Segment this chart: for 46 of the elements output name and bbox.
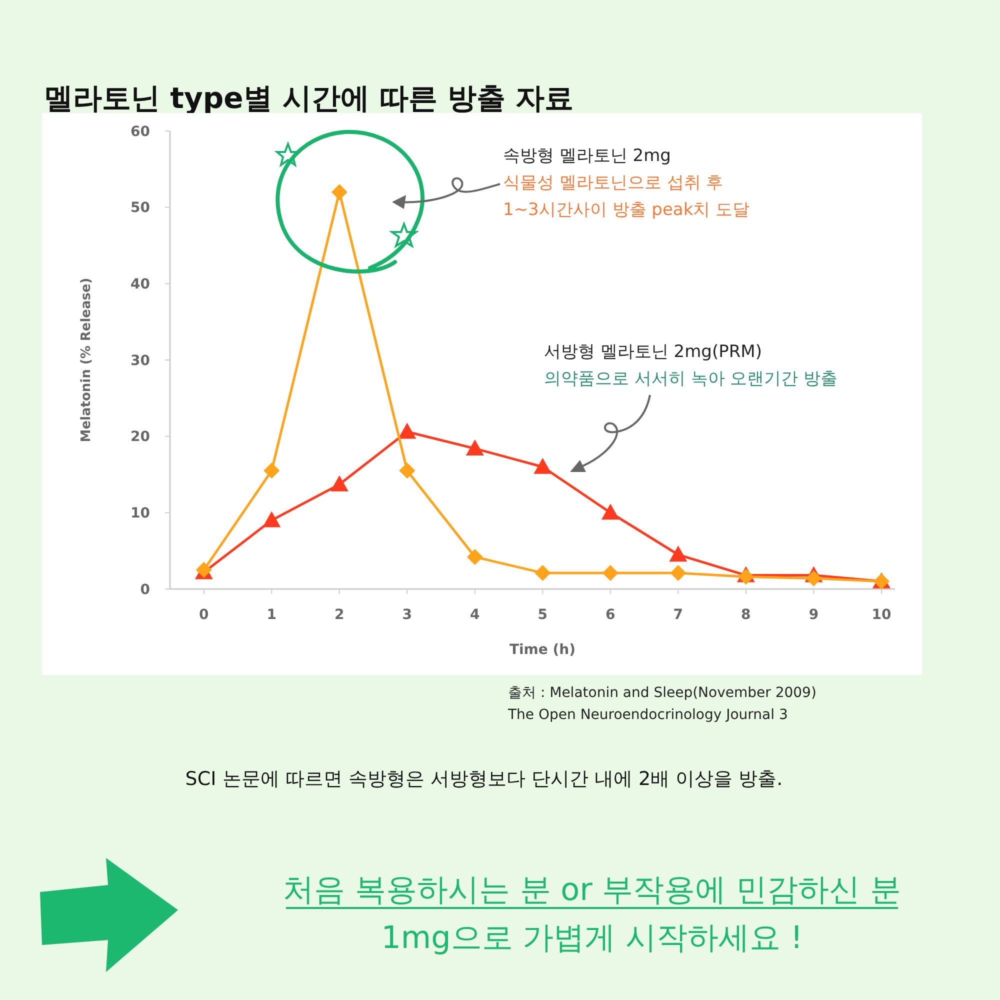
text: The Open Neuroendocrinology Journal 3 [507,707,788,723]
y-tick-label: 0 [140,582,150,598]
text: SCI 논문에 따르면 속방형은 서방형보다 단시간 내에 2배 이상을 방출. [185,768,783,790]
x-tick-label: 3 [402,607,412,623]
point [398,422,416,439]
x-tick-label: 4 [470,607,480,623]
point [264,462,280,479]
x-tick-label: 7 [673,607,684,623]
x-axis-title: Time (h) [509,642,576,658]
x-tick-label: 2 [334,607,344,623]
text: 처음 복용하시는 분 or 부작용에 민감하신 분 [283,872,901,908]
x-tick-label: 8 [741,607,751,623]
annotation: 식물성 멜라토닌으로 섭취 후 [503,173,724,193]
y-tick-label: 60 [130,124,150,140]
y-tick-label: 30 [130,352,150,369]
chart-title: 멜라토닌 type별 시간에 따른 방출 자료 [44,81,574,115]
point [399,462,416,479]
point [331,184,348,200]
point [601,504,620,520]
x-tick-label: 1 [266,607,277,623]
point [466,440,484,456]
point [669,546,688,562]
point [330,475,348,492]
x-tick-label: 9 [808,607,819,623]
point [534,458,552,474]
annotation: 서방형 멜라토닌 2mg(PRM) [544,342,762,362]
annotation: 1~3시간사이 방출 peak치 도달 [503,200,750,220]
x-tick-label: 6 [606,607,616,623]
point [466,548,483,565]
x-tick-label: 0 [199,607,210,623]
x-tick-label: 5 [538,607,548,623]
point [806,570,822,586]
point [602,564,618,581]
source-note: 출처 : Melatonin and Sleep(November 2009) [508,685,816,701]
y-tick-label: 10 [130,506,150,522]
x-tick-label: 10 [872,607,892,623]
annotation: 의약품으로 서서히 녹아 오랜기간 방출 [544,369,838,389]
point [670,564,686,581]
point [262,511,281,528]
y-tick-label: 40 [130,276,150,293]
annotation: 속방형 멜라토닌 2mg [503,146,671,166]
point [534,564,551,581]
y-tick-label: 50 [130,200,150,216]
y-axis-title: Melatonin (% Release) [79,278,94,442]
text: 1mg으로 가볍게 시작하세요 ! [381,920,803,956]
y-tick-label: 20 [130,429,150,446]
